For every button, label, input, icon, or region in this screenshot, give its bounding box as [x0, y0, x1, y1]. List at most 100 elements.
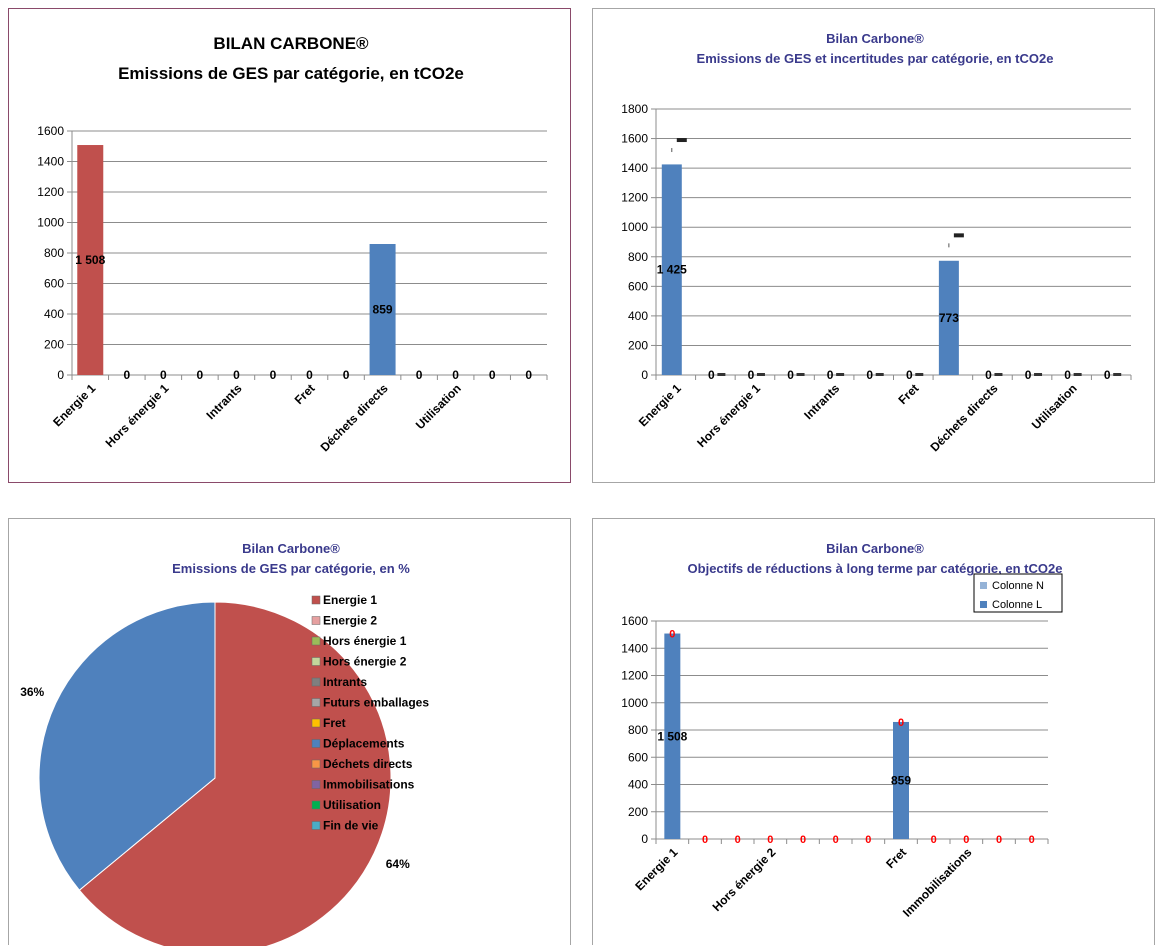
legend-swatch: [311, 780, 321, 789]
uncertainty-marker: [915, 373, 924, 376]
chart-panel-objectives: Bilan Carbone® Objectifs de réductions à …: [592, 518, 1155, 945]
data-label: 0: [898, 717, 904, 729]
legend-entry: Fret: [323, 716, 346, 730]
legend-swatch: [311, 739, 321, 748]
bar: [893, 721, 909, 839]
uncertainty-marker: [994, 373, 1003, 376]
data-label: 0: [827, 368, 834, 382]
legend-entry: Utilisation: [323, 798, 381, 812]
data-label: 0: [452, 368, 459, 382]
data-label: 0: [1064, 368, 1071, 382]
x-tick-label: Utilisation: [1029, 381, 1080, 432]
y-tick-label: 0: [641, 368, 648, 382]
chart-title: Bilan Carbone®: [242, 541, 340, 556]
data-label: 0: [233, 368, 240, 382]
bar: [661, 164, 682, 375]
data-label: 0: [906, 368, 913, 382]
data-label: 0: [931, 834, 937, 846]
legend-entry: Hors énergie 1: [323, 634, 407, 648]
legend-swatch: [311, 616, 321, 625]
y-tick-label: 1600: [621, 614, 648, 628]
legend-entry: Futurs emballages: [323, 696, 429, 710]
x-tick-label: Immobilisations: [900, 845, 975, 920]
x-tick-label: Déchets directs: [927, 381, 1000, 454]
data-label: 0: [748, 368, 755, 382]
data-label: 773: [939, 311, 959, 325]
uncertainty-bar-chart: Bilan Carbone® Emissions de GES et incert…: [621, 31, 1132, 454]
data-label: 0: [1025, 368, 1032, 382]
uncertainty-marker: [953, 233, 964, 238]
x-tick-label: Utilisation: [413, 381, 464, 432]
legend-entry: Déplacements: [323, 737, 405, 751]
data-label: 0: [1104, 368, 1111, 382]
data-label: 0: [767, 834, 773, 846]
data-label: 0: [197, 368, 204, 382]
legend-swatch: [980, 601, 987, 608]
legend-swatch: [980, 582, 987, 589]
uncertainty-marker: [796, 373, 805, 376]
data-label: 0: [735, 834, 741, 846]
data-label: 0: [270, 368, 277, 382]
uncertainty-marker: [756, 373, 765, 376]
y-tick-label: 1000: [37, 216, 64, 230]
data-label: 0: [702, 834, 708, 846]
legend-swatch: [311, 636, 321, 646]
legend-entry: Energie 1: [323, 593, 377, 607]
legend-entry: Immobilisations: [323, 778, 415, 792]
chart-panel-pie: Bilan Carbone® Emissions de GES par catég…: [8, 518, 571, 946]
bar: [938, 260, 959, 375]
legend-swatch: [311, 657, 321, 666]
uncertainty-marker: [1113, 373, 1122, 376]
y-tick-label: 800: [628, 723, 648, 737]
data-label: 0: [160, 368, 167, 382]
data-label: 0: [489, 368, 496, 382]
legend-entry: Hors énergie 2: [323, 655, 407, 669]
x-tick-label: Fret: [292, 381, 318, 407]
legend-swatch: [311, 595, 321, 605]
legend-entry: Fin de vie: [323, 819, 379, 833]
chart-panel-uncertainty: Bilan Carbone® Emissions de GES et incert…: [592, 8, 1155, 483]
data-label: 0: [866, 368, 873, 382]
data-label: 0: [306, 368, 313, 382]
pie-slice: [78, 601, 392, 946]
y-tick-label: 600: [628, 279, 648, 293]
legend-entry: Déchets directs: [323, 757, 413, 771]
x-tick-label: Fret: [883, 845, 909, 871]
y-tick-label: 200: [628, 338, 648, 352]
chart-subtitle: Emissions de GES par catégorie, en tCO2e: [118, 64, 464, 83]
y-tick-label: 1000: [621, 220, 648, 234]
legend-entry: Energie 2: [323, 614, 377, 628]
y-tick-label: 1600: [621, 132, 648, 146]
data-label: 0: [985, 368, 992, 382]
x-tick-label: Energie 1: [50, 381, 98, 429]
data-label: 1 425: [657, 263, 687, 277]
emissions-pie-chart: Bilan Carbone® Emissions de GES par catég…: [20, 541, 429, 946]
y-tick-label: 1600: [37, 124, 64, 138]
y-tick-label: 600: [44, 277, 64, 291]
data-label: 0: [963, 834, 969, 846]
data-label: 859: [373, 303, 393, 317]
data-label: 859: [891, 773, 911, 787]
y-tick-label: 1400: [621, 161, 648, 175]
x-tick-label: Hors énergie 1: [103, 381, 172, 450]
data-label: 1 508: [75, 253, 105, 267]
pie-slice-label: 36%: [20, 685, 44, 699]
y-tick-label: 1800: [621, 102, 648, 116]
y-tick-label: 0: [641, 832, 648, 846]
data-label: 0: [865, 834, 871, 846]
legend-swatch: [311, 677, 321, 687]
y-tick-label: 800: [628, 250, 648, 264]
bar: [664, 633, 681, 839]
legend-swatch: [311, 718, 321, 728]
chart-title: Bilan Carbone®: [826, 541, 924, 556]
x-tick-label: Déchets directs: [318, 381, 391, 454]
y-tick-label: 1400: [37, 155, 64, 169]
x-tick-label: Intrants: [204, 381, 245, 422]
y-tick-label: 400: [628, 778, 648, 792]
y-tick-label: 200: [628, 805, 648, 819]
uncertainty-marker: [875, 373, 884, 376]
uncertainty-marker: [1073, 373, 1082, 376]
y-tick-label: 1200: [621, 669, 648, 683]
chart-subtitle: Emissions de GES par catégorie, en %: [172, 561, 410, 576]
legend-swatch: [311, 698, 321, 707]
